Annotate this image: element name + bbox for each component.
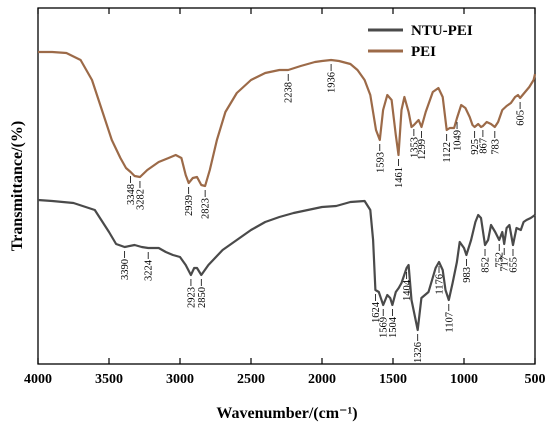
peak-label: 1404 — [402, 279, 413, 301]
peak-label: 1107 — [444, 312, 455, 333]
peak-label: 2939 — [184, 195, 195, 216]
peak-label: 1504 — [388, 316, 399, 338]
legend: NTU-PEI PEI — [368, 23, 473, 60]
peak-label: 605 — [516, 110, 527, 126]
peak-label: 867 — [478, 138, 489, 154]
peak-label: 783 — [490, 139, 501, 155]
x-tick-label: 3000 — [166, 372, 194, 387]
peak-label: 2850 — [197, 287, 208, 308]
peak-label: 1049 — [453, 130, 464, 151]
peak-label: 2238 — [284, 82, 295, 103]
peak-label: 983 — [462, 267, 473, 283]
legend-label-ntu-pei: NTU-PEI — [411, 23, 473, 39]
peak-label: 752 — [495, 252, 506, 268]
plot-frame — [37, 7, 536, 365]
peak-label: 1176 — [435, 274, 446, 295]
x-tick-label: 3500 — [95, 372, 123, 387]
peak-label: 3282 — [136, 189, 147, 210]
x-tick-label: 1500 — [379, 372, 407, 387]
peak-label: 3224 — [144, 259, 155, 281]
series-line-ntu-pei — [37, 198, 536, 332]
x-tick-label: 500 — [525, 372, 546, 387]
peak-label: 655 — [509, 257, 520, 273]
peak-label: 2823 — [201, 198, 212, 219]
x-tick-label: 2500 — [237, 372, 265, 387]
peak-label: 1624 — [371, 301, 382, 323]
x-axis-ticks: 4000 3500 3000 2500 2000 1500 1000 500 — [24, 8, 546, 387]
peak-label: 1326 — [413, 342, 424, 363]
series-line-pei — [38, 50, 537, 188]
series-layer — [37, 50, 537, 332]
x-axis-title: Wavenumber/(cm⁻¹) — [216, 405, 357, 422]
x-tick-label: 4000 — [24, 372, 52, 387]
x-tick-label: 2000 — [308, 372, 336, 387]
peak-label: 1353 — [409, 137, 420, 158]
peak-label: 1936 — [327, 72, 338, 93]
peak-label: 3348 — [126, 184, 137, 205]
peak-label: 1593 — [375, 152, 386, 173]
peak-label: 1461 — [394, 167, 405, 188]
peak-label: 1569 — [379, 317, 390, 338]
peak-label: 2923 — [186, 287, 197, 308]
x-tick-label: 1000 — [450, 372, 478, 387]
peak-label: 1122 — [442, 142, 453, 163]
legend-label-pei: PEI — [411, 44, 436, 60]
peak-label: 1299 — [417, 139, 428, 160]
peak-label: 3390 — [120, 259, 131, 280]
peak-label: 717 — [500, 256, 511, 272]
peak-label: 852 — [481, 257, 492, 273]
peak-label: 925 — [470, 139, 481, 155]
y-axis-title: Transmittance/(%) — [9, 121, 26, 251]
